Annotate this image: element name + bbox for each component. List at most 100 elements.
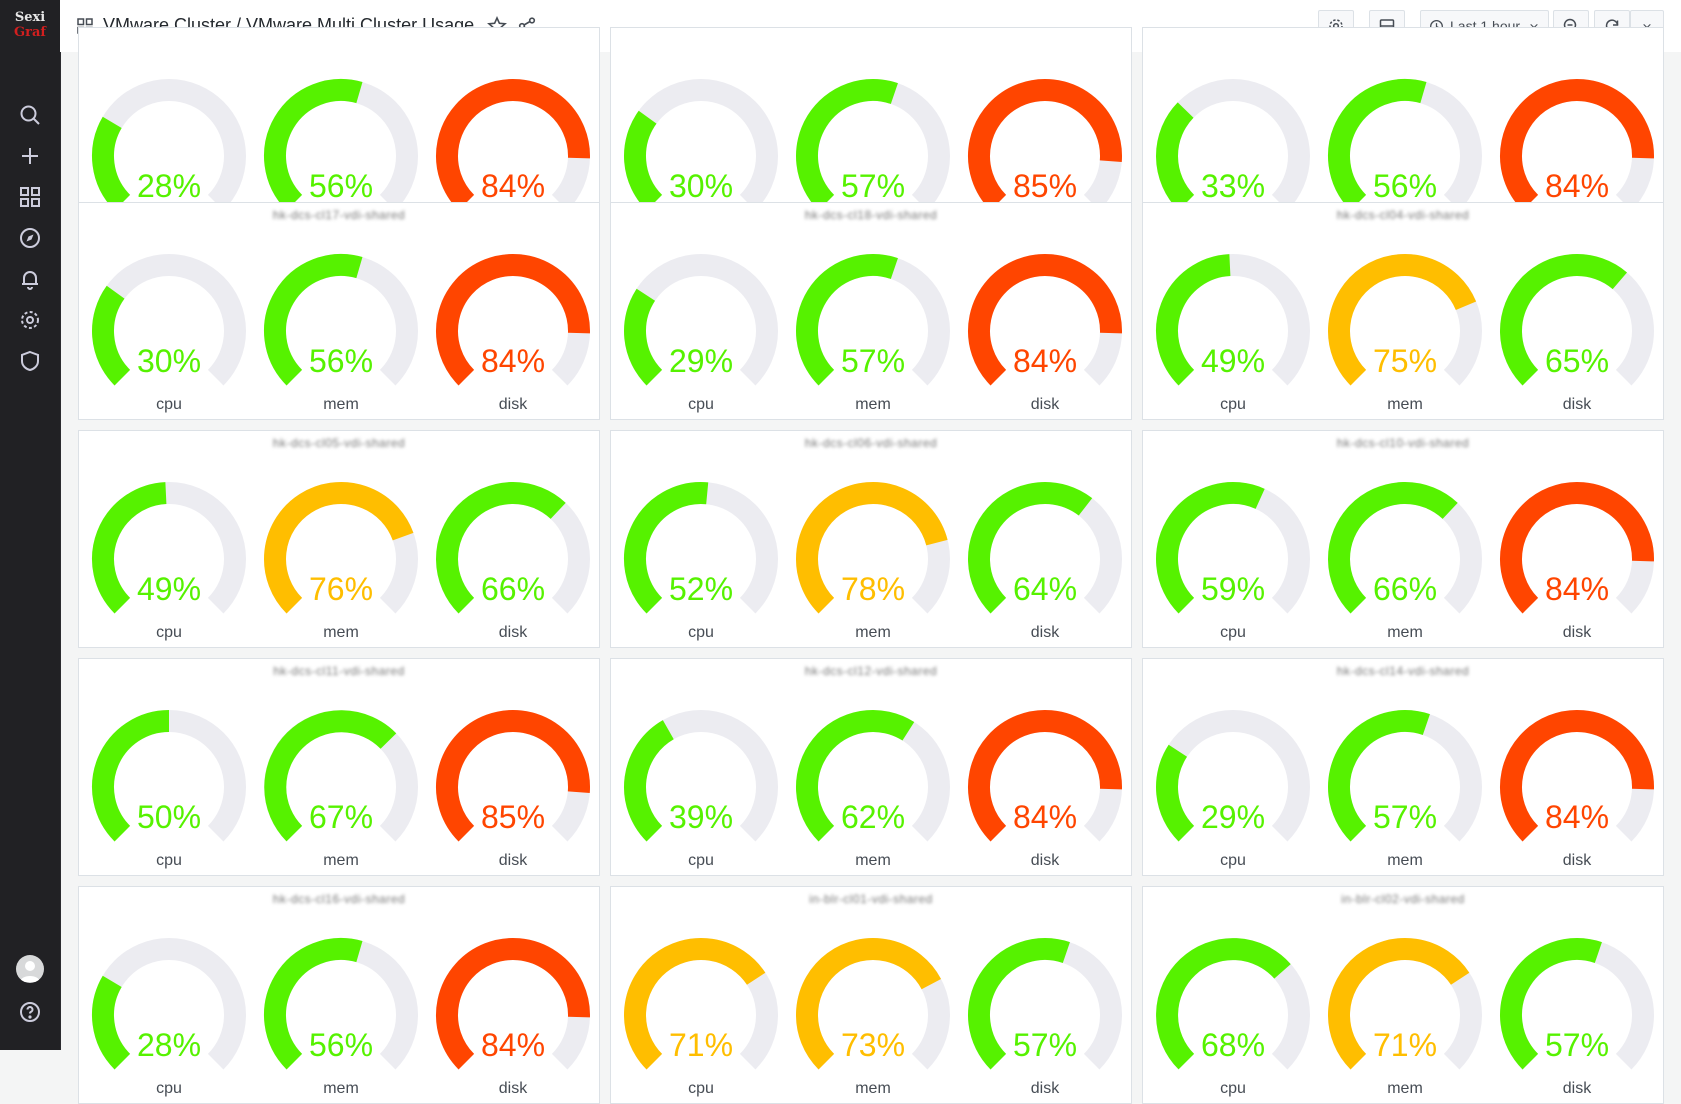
gauge-value: 66% bbox=[1372, 571, 1438, 607]
panel-title[interactable]: hk-dcs-cl06-vdi-shared bbox=[804, 436, 938, 450]
cluster-gauge-panel[interactable]: hk-dcs-cl14-vdi-shared 29% cpu 57% mem 84% dis… bbox=[1142, 658, 1664, 876]
panel-title[interactable]: in-blr-cl01-vdi-shared bbox=[809, 892, 933, 906]
gauge-fill-arc bbox=[1328, 710, 1430, 842]
cluster-gauge-panel[interactable]: hk-dcs-cl05-vdi-shared 49% cpu 76% mem 66% dis… bbox=[78, 430, 600, 648]
gauge-value: 76% bbox=[308, 571, 374, 607]
gauge-fill-arc bbox=[1500, 79, 1654, 211]
gauge-arc-svg bbox=[436, 710, 590, 842]
gauge-disk: 64% disk bbox=[965, 479, 1125, 641]
app-logo[interactable]: Sexi Graf bbox=[12, 10, 48, 46]
gauge-fill-arc bbox=[436, 710, 590, 842]
panel-title[interactable]: hk-dcs-cl10-vdi-shared bbox=[1336, 436, 1470, 450]
gauge-value: 68% bbox=[1200, 1027, 1266, 1063]
gauge-value: 56% bbox=[308, 1027, 374, 1063]
gauge-value: 84% bbox=[1012, 799, 1078, 835]
gauge-fill-arc bbox=[796, 938, 942, 1070]
gauge-cpu: 52% cpu bbox=[621, 479, 781, 641]
gauge-label: disk bbox=[1030, 1080, 1060, 1097]
gauge-fill-arc bbox=[796, 710, 915, 842]
gauge-label: cpu bbox=[1220, 1080, 1246, 1097]
gauge-cpu: 28% cpu bbox=[89, 935, 249, 1097]
gauge-arc-svg bbox=[1156, 254, 1310, 386]
gauge-fill-arc bbox=[796, 79, 898, 211]
gauge-value: 84% bbox=[1544, 168, 1610, 204]
gauge-arc-svg bbox=[796, 482, 950, 614]
server-admin-icon[interactable] bbox=[18, 349, 42, 373]
gauge-arc-svg bbox=[624, 482, 778, 614]
panel-title[interactable]: hk-dcs-cl11-vdi-shared bbox=[273, 664, 405, 678]
gauge-label: cpu bbox=[156, 852, 182, 869]
gauge-value: 66% bbox=[480, 571, 546, 607]
help-icon[interactable] bbox=[18, 1000, 42, 1024]
panel-title[interactable]: hk-dcs-cl18-vdi-shared bbox=[804, 208, 938, 222]
gauge-label: disk bbox=[1030, 624, 1060, 641]
panel-title[interactable]: in-blr-cl02-vdi-shared bbox=[1341, 892, 1465, 906]
configuration-icon[interactable] bbox=[18, 308, 42, 332]
gauge-fill-arc bbox=[796, 482, 948, 614]
cluster-gauge-panel[interactable]: in-blr-cl02-vdi-shared 68% cpu 71% mem 57% dis… bbox=[1142, 886, 1664, 1104]
gauge-arc-svg bbox=[1156, 79, 1310, 211]
gauge-arc-svg bbox=[436, 79, 590, 211]
gauge-mem: 66% mem bbox=[1325, 479, 1485, 641]
gauge-label: cpu bbox=[688, 624, 714, 641]
gauge-label: disk bbox=[1562, 852, 1592, 869]
panel-title[interactable]: hk-dcs-cl05-vdi-shared bbox=[272, 436, 406, 450]
gauge-label: disk bbox=[498, 396, 528, 413]
gauge-fill-arc bbox=[624, 288, 663, 386]
panel-title[interactable]: hk-dcs-cl04-vdi-shared bbox=[1336, 208, 1470, 222]
gauge-value: 56% bbox=[1372, 168, 1438, 204]
explore-icon[interactable] bbox=[18, 226, 42, 250]
gauge-arc-svg bbox=[264, 938, 418, 1070]
cluster-gauge-panel[interactable]: hk-dcs-cl12-vdi-shared 39% cpu 62% mem 84% dis… bbox=[610, 658, 1132, 876]
avatar[interactable] bbox=[16, 955, 44, 983]
gauge-label: disk bbox=[1562, 624, 1592, 641]
gauge-disk: 84% disk bbox=[1497, 707, 1657, 869]
gauge-cpu: 68% cpu bbox=[1153, 935, 1313, 1097]
logo-line-2: Graf bbox=[14, 25, 46, 40]
panel-title[interactable]: hk-dcs-cl17-vdi-shared bbox=[272, 208, 406, 222]
gauge-value: 33% bbox=[1200, 168, 1266, 204]
plus-icon[interactable] bbox=[18, 144, 42, 168]
gauge-value: 39% bbox=[668, 799, 734, 835]
gauge-mem: 57% mem bbox=[1325, 707, 1485, 869]
gauge-arc-svg bbox=[1328, 79, 1482, 211]
gauge-mem: 62% mem bbox=[793, 707, 953, 869]
cluster-gauge-panel[interactable]: hk-dcs-cl06-vdi-shared 52% cpu 78% mem 64% dis… bbox=[610, 430, 1132, 648]
gauge-fill-arc bbox=[1500, 710, 1654, 842]
gauge-arc-svg bbox=[92, 482, 246, 614]
gauge-label: disk bbox=[1562, 1080, 1592, 1097]
gauge-label: mem bbox=[1387, 624, 1423, 641]
alerting-icon[interactable] bbox=[18, 267, 42, 291]
gauge-fill-arc bbox=[624, 110, 663, 211]
gauge-value: 57% bbox=[1012, 1027, 1078, 1063]
gauge-arc-svg bbox=[436, 254, 590, 386]
search-icon[interactable] bbox=[18, 103, 42, 127]
gauge-arc-svg bbox=[1156, 482, 1310, 614]
gauge-label: mem bbox=[855, 624, 891, 641]
gauge-value: 57% bbox=[840, 168, 906, 204]
panel-title[interactable]: hk-dcs-cl16-vdi-shared bbox=[272, 892, 406, 906]
gauge-cpu: 71% cpu bbox=[621, 935, 781, 1097]
gauge-value: 71% bbox=[1372, 1027, 1438, 1063]
gauge-arc-svg bbox=[92, 254, 246, 386]
cluster-gauge-panel[interactable]: hk-dcs-cl17-vdi-shared 30% cpu 56% mem 84% dis… bbox=[78, 202, 600, 420]
gauge-disk: 65% disk bbox=[1497, 251, 1657, 413]
gauge-fill-arc bbox=[968, 254, 1122, 386]
gauge-disk: 84% disk bbox=[965, 707, 1125, 869]
cluster-gauge-panel[interactable]: hk-dcs-cl11-vdi-shared 50% cpu 67% mem 85% dis… bbox=[78, 658, 600, 876]
cluster-gauge-panel[interactable]: hk-dcs-cl18-vdi-shared 29% cpu 57% mem 84% dis… bbox=[610, 202, 1132, 420]
cluster-gauge-panel[interactable]: in-blr-cl01-vdi-shared 71% cpu 73% mem 57% dis… bbox=[610, 886, 1132, 1104]
gauge-label: mem bbox=[323, 396, 359, 413]
gauge-value: 84% bbox=[480, 1027, 546, 1063]
gauge-fill-arc bbox=[1328, 79, 1427, 211]
cluster-gauge-panel[interactable]: hk-dcs-cl10-vdi-shared 59% cpu 66% mem 84% dis… bbox=[1142, 430, 1664, 648]
gauge-fill-arc bbox=[436, 938, 590, 1070]
dashboards-icon[interactable] bbox=[18, 185, 42, 209]
gauge-arc-svg bbox=[968, 482, 1122, 614]
cluster-gauge-panel[interactable]: hk-dcs-cl16-vdi-shared 28% cpu 56% mem 84% dis… bbox=[78, 886, 600, 1104]
panel-title[interactable]: hk-dcs-cl12-vdi-shared bbox=[804, 664, 938, 678]
gauge-cpu: 29% cpu bbox=[1153, 707, 1313, 869]
gauge-cpu: 50% cpu bbox=[89, 707, 249, 869]
cluster-gauge-panel[interactable]: hk-dcs-cl04-vdi-shared 49% cpu 75% mem 65% dis… bbox=[1142, 202, 1664, 420]
panel-title[interactable]: hk-dcs-cl14-vdi-shared bbox=[1336, 664, 1470, 678]
